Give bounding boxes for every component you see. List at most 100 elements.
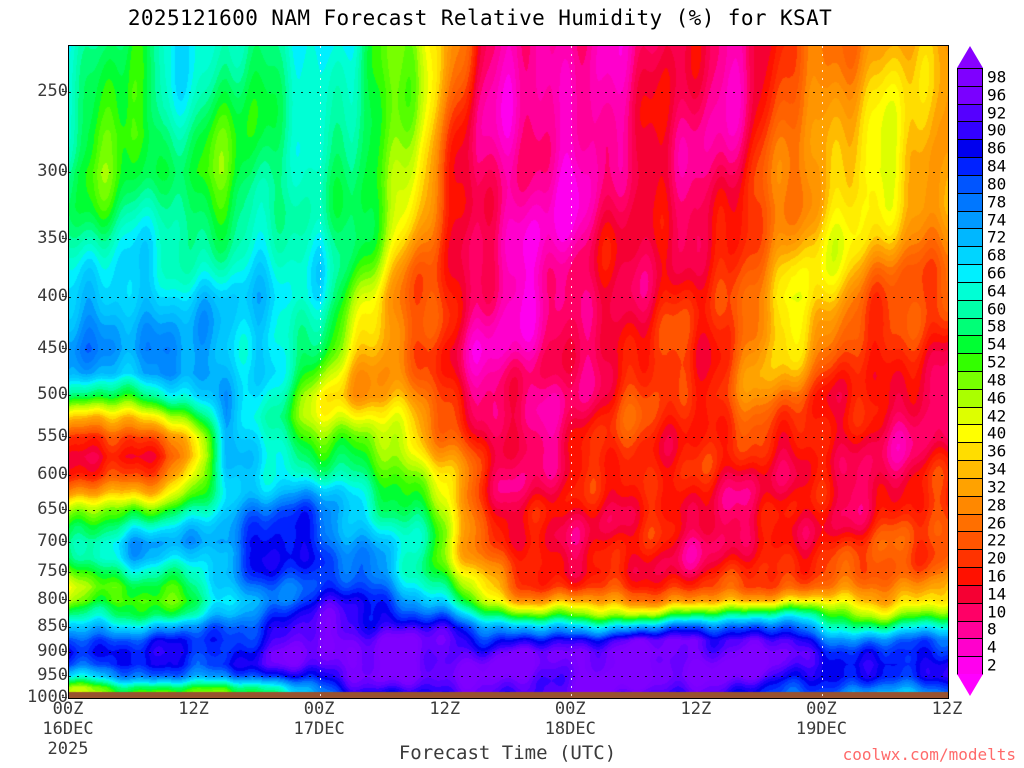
y-axis-tick-label: 650 <box>37 498 68 519</box>
y-axis-tick-mark <box>62 436 67 437</box>
y-axis-tick-label: 550 <box>37 425 68 446</box>
colorbar-swatch <box>957 264 983 283</box>
y-axis-tick-label: 500 <box>37 384 68 405</box>
y-axis-tick-label: 450 <box>37 337 68 358</box>
colorbar-swatch <box>957 406 983 426</box>
colorbar-swatch <box>957 513 983 533</box>
colorbar-tick-label: 48 <box>987 370 1007 390</box>
colorbar-tick-label: 20 <box>987 548 1007 568</box>
x-axis-tick-time: 00Z <box>554 699 586 719</box>
y-axis-tick-label: 750 <box>37 561 68 582</box>
x-axis-title: Forecast Time (UTC) <box>398 742 617 764</box>
colorbar-swatch <box>957 246 983 266</box>
y-axis: 250 300 350 400 450 500 550 600 650 700 750 800 850 9… <box>0 45 68 707</box>
colorbar-swatch <box>957 371 983 390</box>
x-axis-tick-time: 00Z <box>303 699 335 719</box>
colorbar-tick-label: 66 <box>987 263 1007 283</box>
colorbar-swatch <box>957 656 983 675</box>
colorbar-swatch <box>957 602 983 622</box>
y-axis-tick-label: 1000 <box>27 687 68 707</box>
colorbar-swatch <box>957 424 983 444</box>
x-axis-tick-date: 16DEC <box>42 719 94 739</box>
colorbar-tick-label: 4 <box>987 637 997 657</box>
y-axis-tick-label: 300 <box>37 160 68 181</box>
y-axis-tick-label: 850 <box>37 615 68 636</box>
x-axis-tick-time: 12Z <box>178 699 209 719</box>
colorbar-swatch <box>957 638 983 658</box>
colorbar-tick-label: 84 <box>987 156 1007 176</box>
y-axis-tick-mark <box>62 651 67 652</box>
colorbar-swatch <box>957 584 983 604</box>
x-axis-tick-time: 12Z <box>429 699 461 719</box>
y-axis-tick-mark <box>62 348 67 349</box>
colorbar-swatch <box>957 174 983 194</box>
colorbar-tick-label: 34 <box>987 459 1007 479</box>
colorbar-tick-label: 90 <box>987 120 1007 140</box>
watermark: coolwx.com/modelts <box>842 745 1016 764</box>
colorbar-swatch <box>957 567 983 586</box>
colorbar-swatch <box>957 317 983 337</box>
x-axis-tick-time: 12Z <box>931 699 963 719</box>
x-axis-tick-time: 00Z <box>52 699 84 719</box>
colorbar-swatch <box>957 192 983 212</box>
y-axis-tick-label: 350 <box>37 228 68 249</box>
y-axis-tick-mark <box>62 599 67 600</box>
colorbar-swatch <box>957 531 983 551</box>
y-axis-tick-mark <box>62 296 67 297</box>
colorbar-tick-label: 8 <box>987 619 997 639</box>
colorbar-swatch <box>957 210 983 230</box>
y-axis-tick-label: 950 <box>37 664 68 685</box>
colorbar-arrow-top <box>957 46 983 68</box>
colorbar-tick-label: 54 <box>987 334 1007 354</box>
y-axis-tick-mark <box>62 571 67 572</box>
colorbar-swatch <box>957 103 983 123</box>
colorbar-tick-label: 92 <box>987 103 1007 123</box>
colorbar-tick-label: 68 <box>987 245 1007 265</box>
colorbar-swatch <box>957 549 983 569</box>
y-axis-tick-mark <box>62 171 67 172</box>
y-axis-tick-mark <box>62 697 67 698</box>
x-axis-tick-year: 2025 <box>47 739 89 759</box>
y-axis-tick-mark <box>62 509 67 510</box>
colorbar-tick-label: 36 <box>987 441 1007 461</box>
colorbar-tick-label: 72 <box>987 227 1007 247</box>
colorbar-swatch <box>957 228 983 248</box>
colorbar-tick-label: 42 <box>987 406 1007 426</box>
colorbar-tick-label: 2 <box>987 655 997 675</box>
y-axis-tick-mark <box>62 238 67 239</box>
plot-area[interactable] <box>68 45 949 699</box>
colorbar-swatch <box>957 477 983 497</box>
y-axis-tick-mark <box>62 394 67 395</box>
colorbar-swatch <box>957 85 983 105</box>
colorbar-tick-label: 22 <box>987 530 1007 550</box>
colorbar-swatch <box>957 68 983 87</box>
colorbar-tick-label: 28 <box>987 495 1007 515</box>
colorbar-swatch <box>957 620 983 640</box>
x-axis-tick-date: 18DEC <box>544 719 596 739</box>
colorbar-swatch <box>957 139 983 159</box>
colorbar-swatch <box>957 442 983 462</box>
y-axis-tick-mark <box>62 675 67 676</box>
y-axis-tick-mark <box>62 626 67 627</box>
colorbar-tick-label: 58 <box>987 316 1007 336</box>
colorbar-tick-label: 80 <box>987 174 1007 194</box>
colorbar-tick-label: 14 <box>987 584 1007 604</box>
colorbar-swatch <box>957 299 983 319</box>
y-axis-tick-label: 400 <box>37 286 68 307</box>
colorbar-tick-label: 74 <box>987 210 1007 229</box>
y-axis-tick-mark <box>62 474 67 475</box>
humidity-contour-field <box>69 46 948 698</box>
colorbar-tick-label: 64 <box>987 281 1007 301</box>
colorbar-tick-label: 46 <box>987 388 1007 408</box>
colorbar-tick-label: 60 <box>987 299 1007 319</box>
x-axis-tick-time: 00Z <box>806 699 837 719</box>
colorbar-tick-label: 78 <box>987 192 1007 212</box>
colorbar-swatch <box>957 460 983 479</box>
y-axis-tick-mark <box>62 91 67 92</box>
colorbar-tick-label: 86 <box>987 138 1007 158</box>
colorbar-swatch <box>957 388 983 408</box>
colorbar-swatch <box>957 121 983 141</box>
colorbar-arrow-bottom <box>957 674 983 696</box>
x-axis-tick-date: 17DEC <box>293 719 345 739</box>
y-axis-tick-label: 900 <box>37 640 68 661</box>
